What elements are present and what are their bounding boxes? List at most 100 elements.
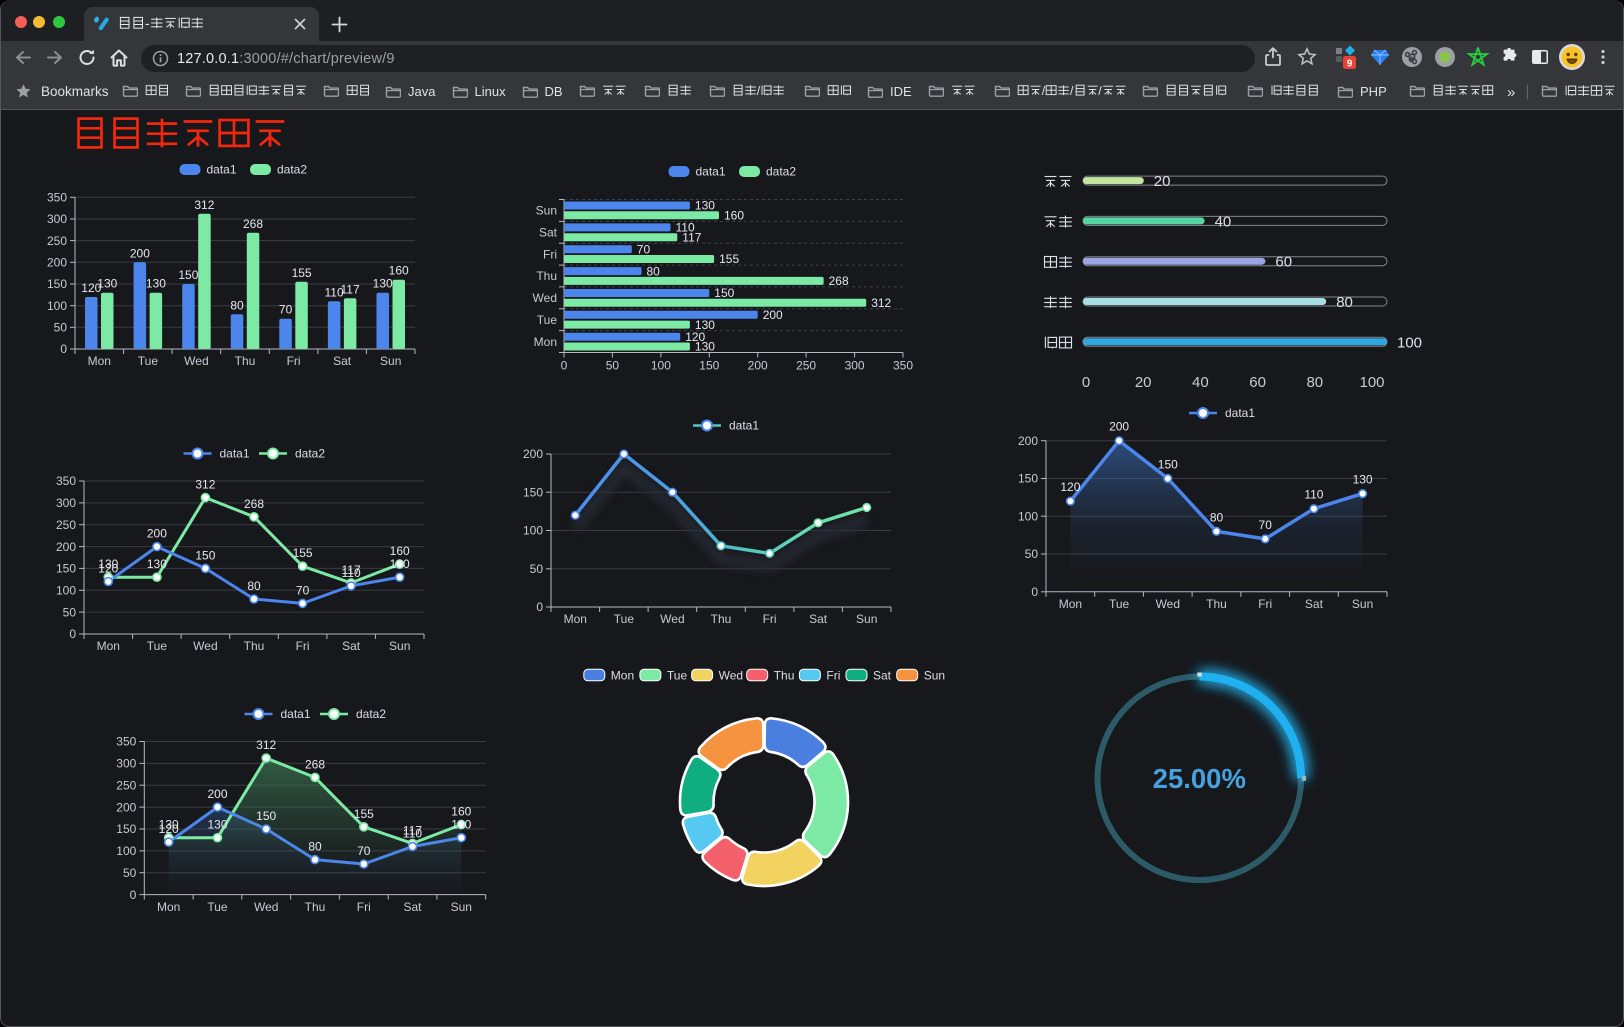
svg-text:Fri: Fri (763, 612, 777, 626)
svg-text:155: 155 (354, 807, 374, 821)
svg-text:0: 0 (1082, 374, 1090, 391)
svg-text:200: 200 (56, 540, 76, 554)
svg-text:130: 130 (147, 557, 167, 571)
svg-text:Fri: Fri (826, 668, 840, 682)
svg-text:Wed: Wed (719, 668, 743, 682)
svg-text:150: 150 (195, 548, 215, 562)
svg-text:Sun: Sun (924, 668, 945, 682)
svg-text:Tue: Tue (147, 639, 168, 653)
svg-text:300: 300 (56, 496, 76, 510)
svg-text:130: 130 (207, 818, 227, 832)
svg-text:Wed: Wed (254, 900, 278, 914)
svg-text:Sun: Sun (1352, 597, 1373, 611)
svg-text:Wed: Wed (660, 612, 684, 626)
svg-text:0: 0 (561, 359, 568, 373)
svg-text:80: 80 (1336, 294, 1353, 311)
svg-text:60: 60 (1275, 254, 1292, 271)
svg-text:data1: data1 (220, 447, 250, 461)
svg-text:130: 130 (1353, 473, 1373, 487)
svg-text:70: 70 (296, 583, 310, 597)
svg-text:117: 117 (342, 563, 361, 577)
svg-text:130: 130 (695, 199, 715, 213)
svg-text:Sun: Sun (451, 900, 472, 914)
svg-text:Sun: Sun (380, 354, 401, 368)
svg-text:data1: data1 (1225, 406, 1255, 420)
svg-text:Thu: Thu (774, 668, 795, 682)
svg-text:data2: data2 (356, 707, 386, 721)
svg-text:Sun: Sun (389, 639, 410, 653)
svg-text:Mon: Mon (157, 900, 180, 914)
svg-text:40: 40 (1215, 213, 1232, 230)
svg-text:data1: data1 (696, 165, 726, 179)
svg-text:120: 120 (81, 281, 101, 295)
svg-text:0: 0 (130, 888, 137, 902)
svg-text:130: 130 (159, 818, 179, 832)
svg-text:100: 100 (651, 359, 671, 373)
svg-text:160: 160 (390, 544, 410, 558)
svg-text:117: 117 (682, 230, 701, 244)
svg-text:80: 80 (230, 298, 244, 312)
svg-text:Sat: Sat (333, 354, 352, 368)
svg-text:200: 200 (763, 308, 783, 322)
svg-text:Wed: Wed (193, 639, 217, 653)
svg-text:Tue: Tue (1109, 597, 1130, 611)
svg-text:110: 110 (403, 827, 422, 841)
svg-text:200: 200 (1109, 420, 1129, 434)
svg-text:130: 130 (98, 557, 118, 571)
svg-text:100: 100 (56, 584, 76, 598)
svg-text:100: 100 (523, 524, 543, 538)
svg-text:Thu: Thu (536, 269, 557, 283)
svg-text:25.00%: 25.00% (1153, 763, 1246, 794)
svg-text:Fri: Fri (543, 247, 557, 261)
svg-text:130: 130 (695, 318, 715, 332)
svg-text:200: 200 (748, 359, 768, 373)
svg-text:110: 110 (676, 221, 695, 235)
svg-text:150: 150 (56, 562, 76, 576)
svg-text:130: 130 (390, 557, 410, 571)
svg-text:312: 312 (194, 198, 214, 212)
svg-text:150: 150 (1018, 472, 1038, 486)
svg-text:100: 100 (47, 299, 67, 313)
svg-text:268: 268 (243, 217, 263, 231)
svg-text:155: 155 (719, 252, 739, 266)
svg-text:250: 250 (796, 359, 816, 373)
svg-text:70: 70 (357, 844, 371, 858)
svg-text:Fri: Fri (287, 354, 301, 368)
svg-text:50: 50 (530, 562, 544, 576)
svg-text:Fri: Fri (357, 900, 371, 914)
svg-text:data1: data1 (729, 419, 759, 433)
svg-text:200: 200 (116, 800, 136, 814)
svg-text:200: 200 (523, 447, 543, 461)
svg-text:Sun: Sun (856, 612, 877, 626)
svg-text:50: 50 (123, 866, 137, 880)
svg-text:Sat: Sat (539, 226, 558, 240)
svg-text:data1: data1 (207, 163, 237, 177)
svg-text:300: 300 (116, 757, 136, 771)
svg-text:155: 155 (292, 266, 312, 280)
svg-text:150: 150 (47, 277, 67, 291)
svg-text:Mon: Mon (534, 335, 557, 349)
svg-text:Mon: Mon (88, 354, 111, 368)
svg-text:350: 350 (893, 359, 913, 373)
svg-text:70: 70 (637, 242, 651, 256)
svg-text:268: 268 (305, 757, 325, 771)
svg-text:250: 250 (56, 518, 76, 532)
svg-text:150: 150 (714, 286, 734, 300)
svg-text:100: 100 (1018, 509, 1038, 523)
svg-text:Mon: Mon (611, 668, 634, 682)
svg-text:60: 60 (1249, 374, 1266, 391)
svg-text:350: 350 (47, 191, 67, 205)
svg-text:312: 312 (256, 738, 276, 752)
svg-text:200: 200 (1018, 434, 1038, 448)
svg-text:200: 200 (130, 246, 150, 260)
svg-text:130: 130 (146, 277, 166, 291)
svg-text:50: 50 (63, 605, 77, 619)
svg-text:50: 50 (54, 321, 68, 335)
svg-text:Sat: Sat (1305, 597, 1324, 611)
svg-text:80: 80 (1306, 374, 1323, 391)
svg-text:100: 100 (1397, 334, 1422, 351)
svg-text:Fri: Fri (296, 639, 310, 653)
svg-text:300: 300 (845, 359, 865, 373)
svg-text:data2: data2 (295, 447, 325, 461)
svg-text:0: 0 (60, 342, 67, 356)
